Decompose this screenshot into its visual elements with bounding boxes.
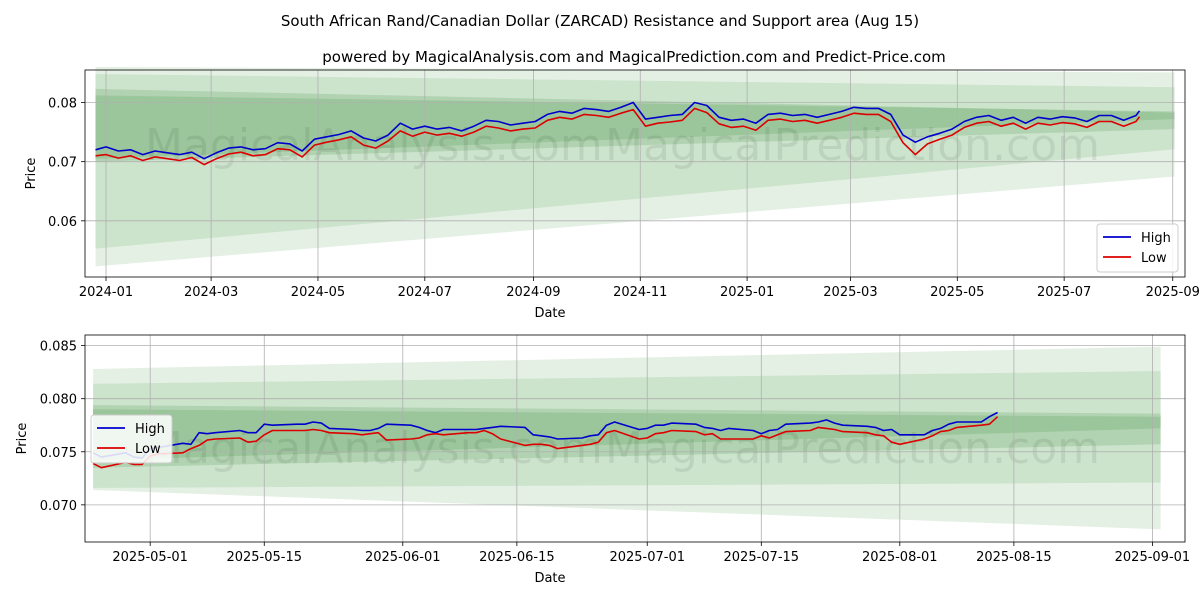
x-tick-label: 2024-03 [184,285,238,300]
support-resistance-band [95,88,1175,162]
x-tick-label: 2025-07-01 [609,550,685,565]
y-axis-label: Price [15,423,30,455]
watermark-text: MagicalPrediction.com [605,120,1100,171]
x-tick-label: 2025-07-15 [724,550,800,565]
y-tick-label: 0.06 [48,215,77,230]
x-tick-label: 2025-09-01 [1115,550,1191,565]
watermark-text: MagicalAnalysis.com [145,423,603,474]
support-resistance-band [93,346,1161,530]
y-tick-label: 0.08 [48,97,77,112]
chart-title: South African Rand/Canadian Dollar (ZARC… [281,12,919,30]
y-axis-label: Price [24,158,39,190]
x-tick-label: 2025-05 [930,285,984,300]
support-resistance-band [95,67,1175,267]
support-resistance-band [93,371,1161,488]
y-tick-label: 0.070 [40,499,77,514]
y-tick-label: 0.075 [40,446,77,461]
x-tick-label: 2025-07 [1037,285,1091,300]
x-tick-label: 2025-08-15 [976,550,1052,565]
x-tick-label: 2024-01 [79,285,133,300]
x-axis-label: Date [534,571,565,586]
x-tick-label: 2025-01 [720,285,774,300]
legend: High Low [90,414,173,464]
x-tick-label: 2025-05-15 [226,550,302,565]
legend-label-high: High [135,422,165,437]
legend-box [1096,223,1179,273]
y-tick-label: 0.085 [40,340,77,355]
series-line-high [95,101,1141,160]
legend-label-high: High [1141,231,1171,246]
x-tick-label: 2025-06-01 [365,550,441,565]
legend: High Low [1096,223,1179,273]
x-tick-label: 2025-08-01 [862,550,938,565]
series-line-high [92,411,998,459]
legend-label-low: Low [1141,251,1167,266]
x-tick-label: 2025-05-01 [112,550,188,565]
support-resistance-band [95,95,1175,159]
legend-box [90,414,173,464]
x-tick-label: 2025-06-15 [479,550,555,565]
x-tick-label: 2024-09 [506,285,560,300]
y-tick-label: 0.07 [48,156,77,171]
legend-label-low: Low [135,442,161,457]
chart-subtitle: powered by MagicalAnalysis.com and Magic… [322,48,946,66]
bottom-panel: MagicalAnalysis.com MagicalPrediction.com… [15,334,1191,586]
series-line-low [95,107,1141,166]
series-line-low [92,416,999,469]
x-tick-label: 2025-09 [1146,285,1200,300]
x-axis-label: Date [534,306,565,321]
x-tick-label: 2025-03 [823,285,877,300]
y-tick-label: 0.080 [40,393,77,408]
x-tick-label: 2024-11 [613,285,667,300]
axes-frame [84,334,1186,543]
top-panel: MagicalAnalysis.com MagicalPrediction.com… [24,67,1200,321]
x-tick-label: 2024-07 [398,285,452,300]
axes-frame [84,69,1186,278]
x-tick-label: 2024-05 [291,285,345,300]
